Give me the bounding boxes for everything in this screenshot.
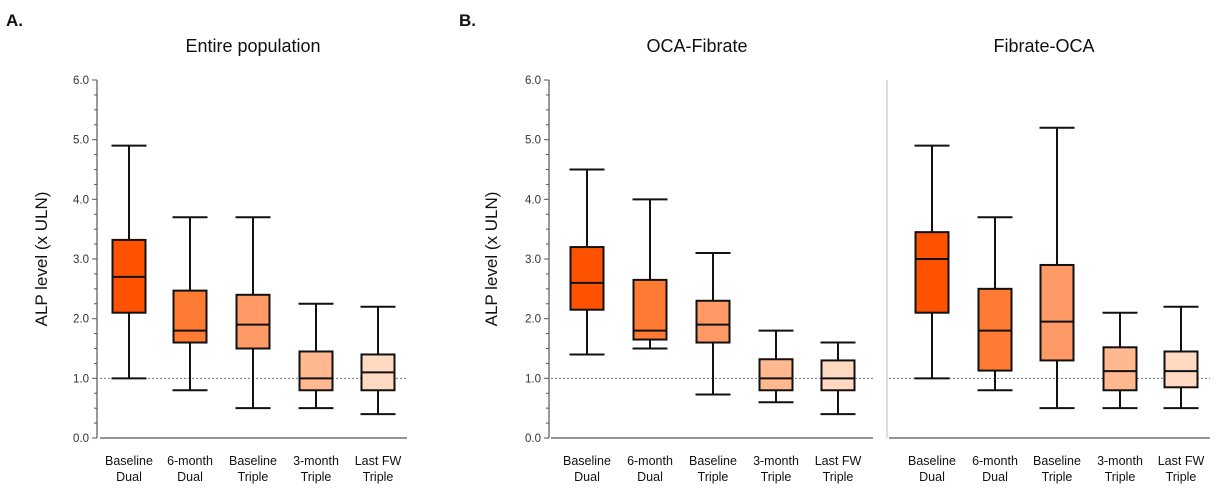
box-iqr	[1163, 350, 1199, 389]
box-3	[695, 252, 731, 396]
panel-letter-a: A.	[6, 11, 23, 30]
box-1	[914, 144, 950, 380]
x-tick-label: 6-month Dual	[627, 454, 673, 484]
x-tick-label: 3-month Triple	[293, 454, 339, 484]
y-tick-label: 1.0	[73, 373, 89, 385]
x-tick-label: 3-month Triple	[1097, 454, 1143, 484]
box-2	[977, 216, 1013, 392]
y-tick-label: 4.0	[73, 194, 89, 206]
y-tick-label: 1.0	[525, 373, 541, 385]
y-tick-label: 6.0	[525, 75, 541, 87]
box-1	[569, 168, 605, 356]
box-iqr	[1102, 346, 1138, 392]
chart-entire-population: Entire population ALP level (x ULN) 0.0 1…	[32, 36, 407, 484]
box-4	[758, 329, 794, 404]
box-iqr	[569, 246, 605, 311]
box-5	[360, 305, 396, 416]
box-iqr	[820, 359, 856, 392]
chart-oca-fibrate: OCA-Fibrate ALP level (x ULN) 0.0 1.0 2.0 3…	[482, 36, 873, 484]
box-4	[298, 302, 334, 410]
box-iqr	[172, 289, 208, 344]
x-tick-label: Baseline Dual	[563, 454, 611, 484]
panel-letter-b: B.	[459, 11, 476, 30]
box-2	[172, 216, 208, 392]
x-tick-label: Baseline Dual	[908, 454, 956, 484]
y-tick-label: 0.0	[73, 433, 89, 445]
chart-title: OCA-Fibrate	[646, 36, 747, 56]
y-tick-label: 2.0	[73, 314, 89, 326]
y-axis-label: ALP level (x ULN)	[32, 192, 51, 327]
y-tick-label: 6.0	[73, 75, 89, 87]
x-tick-label: Last FW Triple	[815, 454, 862, 484]
box-3	[1039, 126, 1075, 410]
y-axis-label: ALP level (x ULN)	[482, 192, 501, 327]
x-tick-label: Baseline Dual	[105, 454, 153, 484]
x-tick-label: Baseline Triple	[689, 454, 737, 484]
box-4	[1102, 311, 1138, 410]
box-5	[820, 341, 856, 416]
x-tick-label: Baseline Triple	[229, 454, 277, 484]
box-iqr	[695, 299, 731, 344]
plot-area: 0.0 1.0 2.0 3.0 4.0 5.0 6.0 Baseline Dual 6-month…	[73, 75, 407, 484]
box-3	[235, 216, 271, 410]
y-tick-label: 3.0	[525, 254, 541, 266]
y-tick-label: 2.0	[525, 314, 541, 326]
box-2	[632, 198, 668, 350]
x-tick-label: 6-month Dual	[167, 454, 213, 484]
box-1	[111, 144, 147, 380]
chart-title: Entire population	[185, 36, 320, 56]
x-tick-label: Last FW Triple	[1158, 454, 1205, 484]
box-iqr	[298, 350, 334, 392]
x-tick-label: 6-month Dual	[972, 454, 1018, 484]
y-tick-label: 0.0	[525, 433, 541, 445]
y-tick-label: 3.0	[73, 254, 89, 266]
box-iqr	[1039, 263, 1075, 362]
x-tick-label: Baseline Triple	[1033, 454, 1081, 484]
box-5	[1163, 305, 1199, 410]
box-iqr	[758, 358, 794, 392]
box-iqr	[914, 231, 950, 314]
box-iqr	[235, 293, 271, 350]
y-tick-label: 5.0	[73, 135, 89, 147]
plot-area: Baseline Dual 6-month Dual Baseline Triple 3-m…	[889, 126, 1210, 484]
x-tick-label: 3-month Triple	[753, 454, 799, 484]
chart-title: Fibrate-OCA	[993, 36, 1094, 56]
y-tick-label: 4.0	[525, 194, 541, 206]
y-tick-label: 5.0	[525, 135, 541, 147]
x-tick-label: Last FW Triple	[355, 454, 402, 484]
plot-area: 0.0 1.0 2.0 3.0 4.0 5.0 6.0 Baseline Dual 6-month…	[525, 75, 873, 484]
